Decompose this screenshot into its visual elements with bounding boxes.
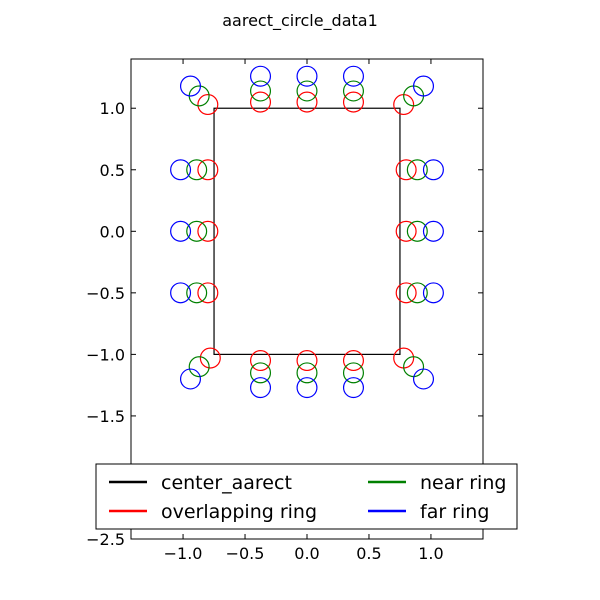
circle-near-ring <box>186 220 208 242</box>
x-tick-label: 0.0 <box>294 544 319 563</box>
circle-near-ring <box>250 80 272 102</box>
y-tick-label: −2.5 <box>86 530 125 549</box>
circle-near-ring <box>406 159 428 181</box>
circle-near-ring <box>406 220 428 242</box>
circle-overlapping-ring <box>197 94 219 116</box>
circle-near-ring <box>406 282 428 304</box>
circle-overlapping-ring <box>197 159 219 181</box>
circle-near-ring <box>250 362 272 384</box>
circle-far-ring <box>179 368 202 390</box>
y-tick-label: 1.0 <box>100 99 125 118</box>
x-tick-label: −1.0 <box>164 544 203 563</box>
chart-title: aarect_circle_data1 <box>222 11 378 31</box>
circle-near-ring <box>342 80 364 102</box>
circle-far-ring <box>422 282 444 304</box>
circle-far-ring <box>179 75 202 97</box>
circle-overlapping-ring <box>197 220 219 242</box>
circle-overlapping-ring <box>199 347 221 369</box>
y-tick-label: −1.0 <box>86 345 125 364</box>
circle-far-ring <box>170 282 192 304</box>
x-tick-label: −0.5 <box>226 544 265 563</box>
circle-far-ring <box>412 368 435 390</box>
y-tick-label: 0.5 <box>100 161 125 180</box>
circle-overlapping-ring <box>197 282 219 304</box>
legend-box <box>95 463 518 530</box>
center-aarect <box>213 107 401 355</box>
legend-label-overlapping-ring: overlapping ring <box>161 501 317 523</box>
circle-near-ring <box>296 80 318 102</box>
legend-label-far-ring: far ring <box>420 501 489 523</box>
circle-far-ring <box>422 159 444 181</box>
y-tick-label: −0.5 <box>86 284 125 303</box>
circle-near-ring <box>296 362 318 384</box>
legend-label-center-aarect: center_aarect <box>161 472 292 494</box>
circle-far-ring <box>412 75 435 97</box>
circle-overlapping-ring <box>395 159 417 181</box>
circle-overlapping-ring <box>395 282 417 304</box>
circle-overlapping-ring <box>296 91 318 113</box>
legend: center_aarect near ring overlapping ring… <box>95 463 518 530</box>
circle-far-ring <box>250 377 272 399</box>
circle-overlapping-ring <box>342 350 364 372</box>
x-tick-label: 0.5 <box>356 544 381 563</box>
circle-near-ring <box>188 356 210 378</box>
circle-far-ring <box>342 65 364 87</box>
axis-ticks: −1.0 −0.5 0.0 0.5 1.0 1.0 0.5 0.0 −0.5 −1.0 −1.5 −2… <box>86 59 483 563</box>
circle-overlapping-ring <box>250 91 272 113</box>
circle-far-ring <box>250 65 272 87</box>
circle-near-ring <box>342 362 364 384</box>
circle-far-ring <box>296 377 318 399</box>
plot-marks <box>170 65 444 399</box>
circle-far-ring <box>422 220 444 242</box>
circle-overlapping-ring <box>250 350 272 372</box>
y-tick-label: 0.0 <box>100 222 125 241</box>
circle-overlapping-ring <box>296 350 318 372</box>
circle-overlapping-ring <box>342 91 364 113</box>
x-tick-label: 1.0 <box>418 544 443 563</box>
circle-near-ring <box>186 159 208 181</box>
circle-far-ring <box>170 159 192 181</box>
legend-label-near-ring: near ring <box>420 472 506 494</box>
circle-far-ring <box>296 65 318 87</box>
circle-far-ring <box>170 220 192 242</box>
circle-overlapping-ring <box>395 220 417 242</box>
y-tick-label: −1.5 <box>86 407 125 426</box>
circle-far-ring <box>342 377 364 399</box>
circle-near-ring <box>186 282 208 304</box>
